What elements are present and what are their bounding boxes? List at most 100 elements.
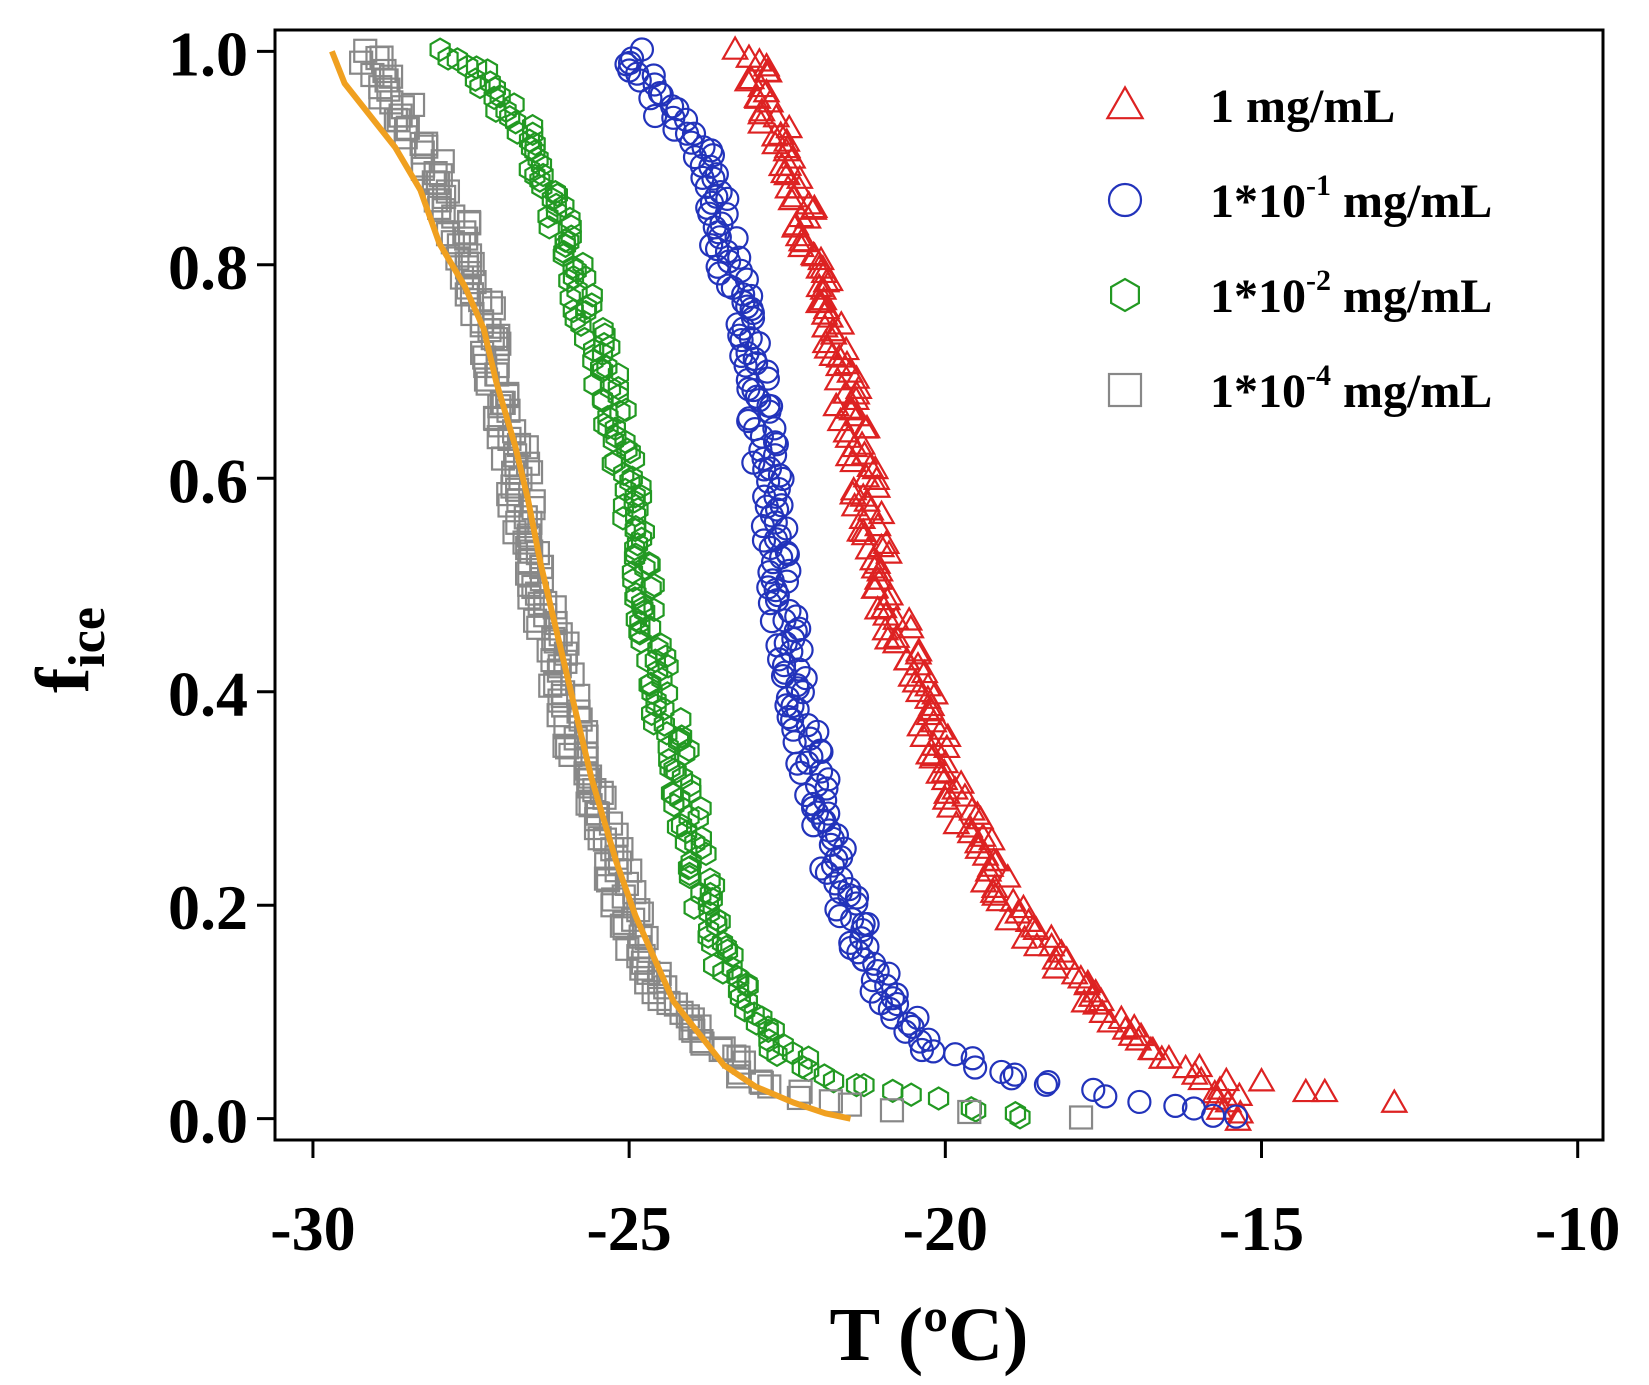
- series-3: [429, 37, 1031, 1130]
- data-point: [801, 813, 826, 838]
- data-point: [1310, 1077, 1339, 1103]
- data-point: [503, 92, 525, 117]
- legend-label-main: 1*10: [1210, 175, 1306, 228]
- data-point: [624, 517, 646, 543]
- data-point: [470, 340, 495, 366]
- data-point: [863, 511, 892, 537]
- data-point: [1224, 1104, 1249, 1129]
- data-point: [634, 970, 659, 995]
- data-point: [927, 715, 956, 740]
- data-point: [1022, 931, 1051, 957]
- data-point: [747, 72, 776, 98]
- data-point: [629, 621, 651, 646]
- data-point: [694, 174, 719, 200]
- data-point: [1291, 1077, 1320, 1103]
- data-point: [827, 903, 852, 929]
- data-point: [524, 131, 546, 157]
- data-point: [933, 722, 962, 748]
- y-axis-title-subscript: ice: [59, 607, 116, 668]
- data-point: [454, 226, 479, 251]
- data-point: [592, 388, 614, 414]
- data-point: [541, 186, 564, 212]
- data-point: [950, 782, 979, 807]
- data-point: [860, 574, 889, 599]
- data-point: [787, 232, 816, 258]
- data-point: [522, 608, 548, 633]
- data-point: [505, 110, 527, 135]
- data-point: [562, 254, 584, 280]
- data-point: [736, 408, 761, 434]
- data-point: [822, 1068, 845, 1094]
- data-point: [1154, 1043, 1183, 1069]
- data-point: [622, 567, 644, 593]
- data-point: [751, 1005, 773, 1030]
- data-point: [435, 179, 461, 204]
- data-point: [626, 532, 649, 557]
- data-point: [607, 375, 630, 401]
- data-point: [612, 493, 635, 518]
- data-point: [761, 129, 790, 155]
- data-point: [836, 358, 865, 383]
- data-point: [900, 1082, 922, 1107]
- data-point: [683, 895, 705, 920]
- legend-label-unit: mg/mL: [1331, 365, 1492, 418]
- data-point: [553, 193, 575, 219]
- y-axis-title-main: f: [21, 666, 105, 693]
- y-tick-label: 1.0: [168, 18, 248, 89]
- data-point: [681, 121, 707, 146]
- data-point: [650, 632, 672, 658]
- data-point: [737, 64, 766, 90]
- data-point: [1205, 1095, 1234, 1120]
- data-point: [615, 397, 637, 423]
- data-point: [985, 886, 1014, 912]
- legend-label-main: 1 mg/mL: [1210, 80, 1395, 133]
- data-point: [1096, 1008, 1125, 1033]
- data-point: [595, 868, 621, 893]
- data-point: [846, 940, 871, 965]
- data-point: [794, 782, 819, 808]
- legend: 1 mg/mL1*10-1 mg/mL1*10-2 mg/mL1*10-4 mg…: [1105, 80, 1492, 418]
- data-point: [627, 68, 652, 93]
- data-point: [994, 905, 1023, 931]
- data-point: [597, 415, 619, 440]
- data-point: [1127, 1089, 1152, 1115]
- data-point: [736, 989, 759, 1015]
- data-point: [1010, 924, 1039, 949]
- data-point: [1087, 986, 1116, 1012]
- data-point: [807, 245, 836, 271]
- series-2: [614, 37, 1249, 1129]
- data-point: [977, 825, 1006, 851]
- data-point: [429, 37, 451, 62]
- data-point: [663, 792, 685, 818]
- y-axis-title: fice: [21, 607, 116, 693]
- data-point: [780, 182, 809, 208]
- legend-label-superscript: -4: [1306, 359, 1331, 392]
- data-point: [701, 166, 726, 191]
- data-point: [677, 855, 700, 881]
- data-point: [386, 108, 411, 133]
- data-point: [762, 416, 787, 441]
- data-point: [840, 491, 869, 517]
- data-point: [1041, 954, 1070, 979]
- data-point: [746, 99, 775, 125]
- data-point: [483, 85, 505, 111]
- data-point: [1009, 1105, 1031, 1130]
- legend-label: 1*10-1 mg/mL: [1210, 169, 1492, 228]
- data-point: [638, 86, 663, 111]
- data-point: [597, 404, 619, 430]
- data-point: [760, 121, 789, 147]
- legend-label-superscript: -1: [1306, 169, 1331, 202]
- data-point: [909, 722, 938, 747]
- data-point: [638, 672, 660, 698]
- data-point: [704, 236, 730, 262]
- data-point: [612, 506, 634, 531]
- data-point: [762, 430, 788, 455]
- data-point: [393, 125, 418, 150]
- data-point: [932, 733, 961, 759]
- data-point: [848, 430, 877, 455]
- data-point: [1111, 1015, 1140, 1040]
- data-point: [867, 499, 896, 525]
- data-point: [395, 115, 420, 140]
- data-point: [734, 997, 756, 1023]
- data-point: [1022, 915, 1051, 941]
